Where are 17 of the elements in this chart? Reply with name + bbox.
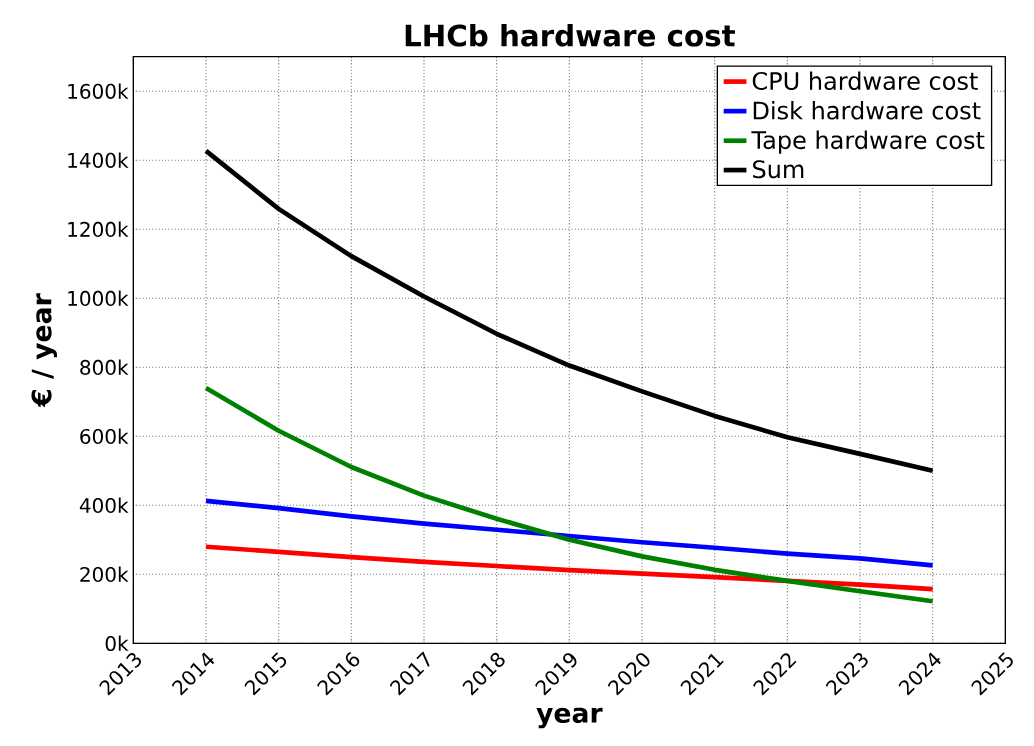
y-axis-title: € / year	[31, 293, 57, 408]
legend-label: CPU hardware cost	[752, 71, 978, 91]
y-tick-label: 200k	[80, 566, 129, 583]
chart-title: LHCb hardware cost	[405, 23, 735, 47]
y-tick-label: 1200k	[68, 221, 129, 237]
y-tick-label: 1600k	[68, 83, 129, 99]
line-series	[203, 385, 936, 604]
legend-label: Sum	[753, 160, 804, 179]
legend-label: Tape hardware cost	[751, 130, 985, 154]
y-tick-label: 0k	[105, 635, 129, 652]
y-tick-label: 800k	[80, 359, 129, 375]
y-tick-label: 1000k	[68, 290, 129, 306]
y-tick-label: 400k	[79, 497, 129, 514]
y-tick-label: 1400k	[68, 152, 129, 168]
legend-label: Disk hardware cost	[753, 101, 981, 120]
x-axis-title: year	[536, 707, 603, 729]
y-tick-label: 600k	[80, 428, 129, 445]
